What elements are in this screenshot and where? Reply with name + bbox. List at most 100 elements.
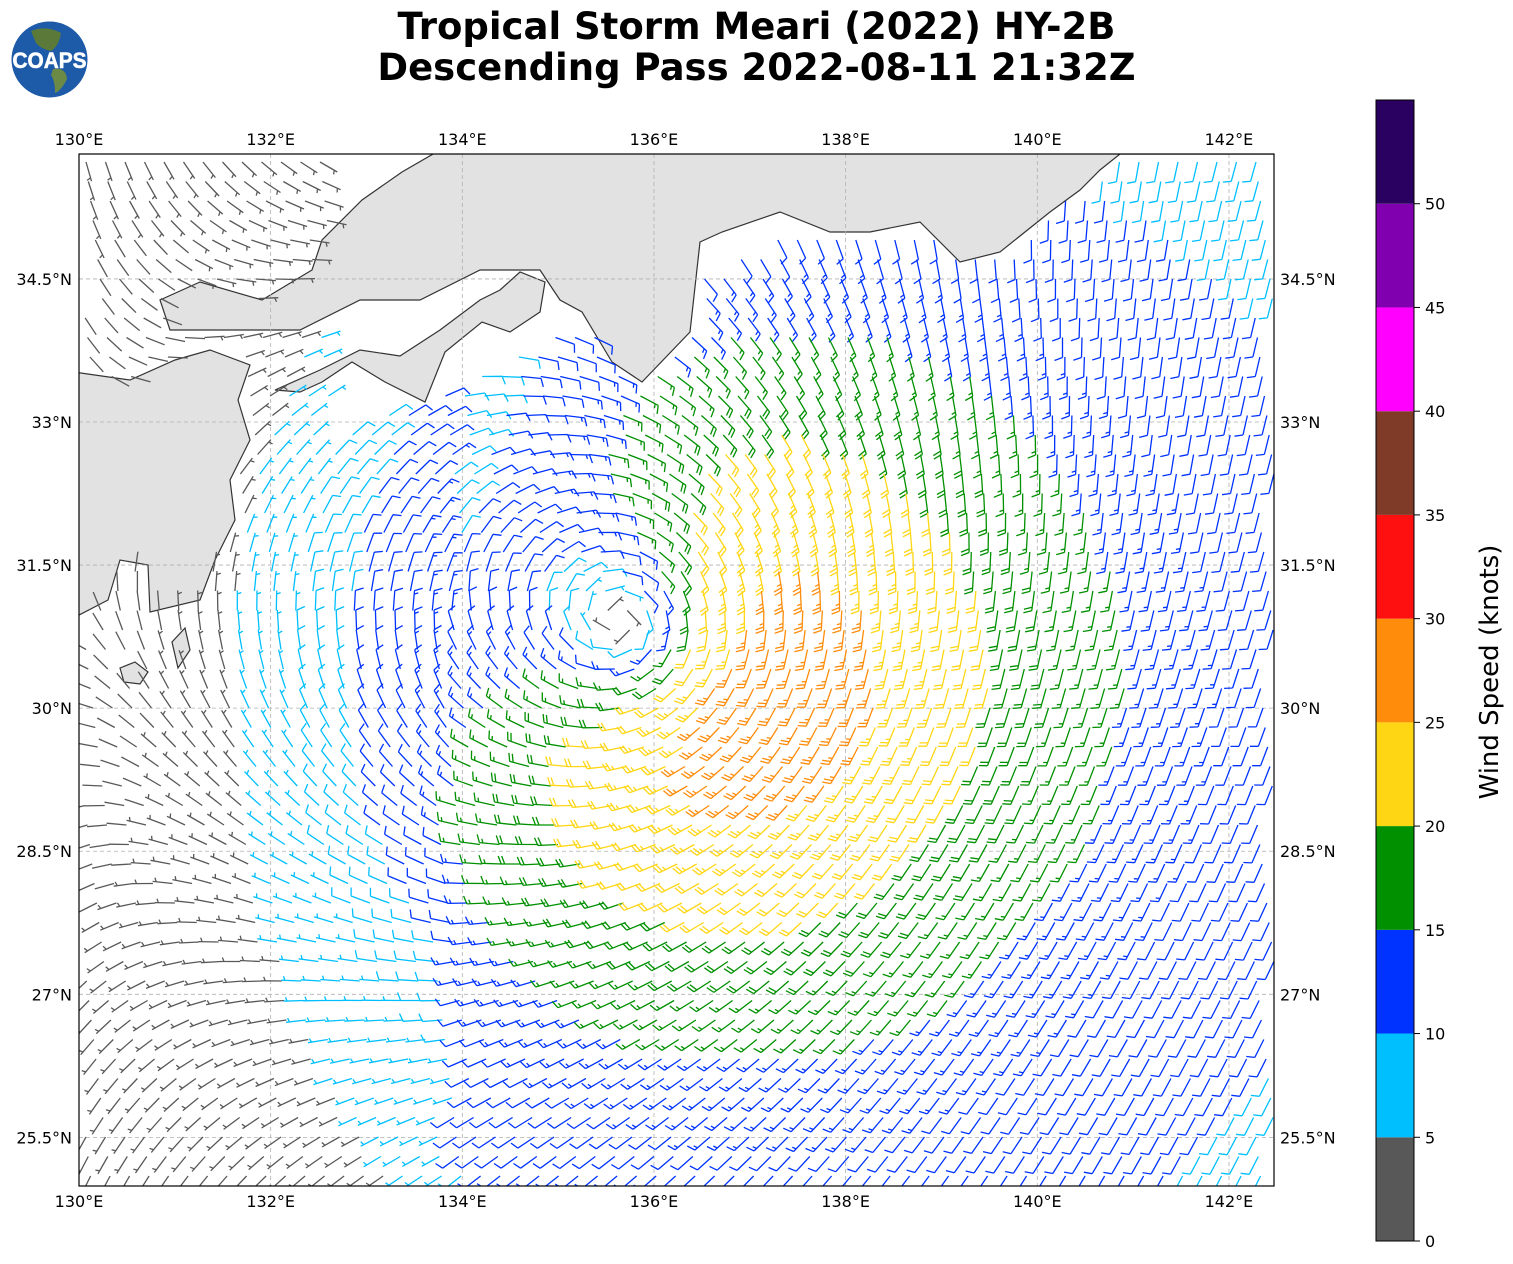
wind-barb [1000, 356, 1009, 382]
wind-barb [1176, 1175, 1184, 1186]
wind-barb [474, 813, 498, 826]
wind-barb [941, 961, 963, 979]
wind-barb [871, 376, 880, 402]
wind-barb [127, 1117, 143, 1134]
wind-barb [287, 830, 305, 846]
wind-barb [1042, 980, 1063, 999]
wind-barb [1105, 454, 1117, 478]
wind-barb [972, 454, 982, 479]
wind-barb [780, 746, 801, 765]
wind-barb [228, 831, 247, 846]
wind-barb [1226, 863, 1244, 883]
wind-barb [1196, 1175, 1203, 1186]
wind-barb [1044, 415, 1054, 440]
wind-barb [229, 852, 249, 865]
wind-barb [122, 777, 142, 787]
wind-barb [596, 881, 622, 890]
wind-barb [662, 785, 688, 797]
wind-barb [559, 695, 581, 709]
wind-barb [1057, 551, 1070, 575]
wind-barb [1206, 337, 1220, 360]
wind-barb [1202, 824, 1220, 845]
wind-barb [236, 1077, 255, 1088]
wind-barb [791, 356, 803, 382]
wind-barb [1211, 727, 1227, 748]
wind-barb [328, 384, 347, 397]
wind-barb [94, 675, 111, 690]
wind-barb [237, 629, 244, 650]
wind-barb [1170, 532, 1185, 555]
wind-barb [359, 743, 374, 767]
wind-barb [352, 1077, 372, 1085]
wind-barb [615, 1038, 641, 1050]
wind-barb [906, 571, 916, 596]
wind-barb [1041, 1136, 1062, 1155]
wind-barb [941, 766, 959, 786]
wind-barb [661, 571, 676, 595]
wind-barb [895, 902, 917, 920]
wind-barb [240, 689, 250, 709]
wind-barb [86, 337, 101, 354]
wind-barb [393, 950, 416, 963]
wind-barb [241, 729, 255, 748]
wind-barb [1053, 902, 1073, 922]
wind-barb [300, 722, 313, 748]
wind-barb [736, 902, 761, 916]
wind-barb [1167, 1039, 1187, 1058]
wind-barb [741, 766, 764, 783]
wind-barb [181, 959, 202, 965]
wind-barb [545, 414, 569, 425]
wind-barb [885, 805, 905, 824]
wind-barb [797, 1078, 821, 1094]
wind-barb [1207, 1039, 1226, 1058]
wind-barb [698, 610, 708, 635]
wind-barb [1139, 259, 1152, 282]
wind-barb [168, 834, 188, 846]
wind-barb [239, 956, 260, 963]
wind-barb [222, 161, 237, 179]
wind-barb [415, 459, 439, 475]
wind-barb [853, 883, 876, 900]
wind-barb [783, 1117, 806, 1133]
wind-barb [190, 854, 210, 865]
wind-barb [244, 769, 259, 787]
wind-barb [236, 590, 242, 611]
wind-barb [1082, 415, 1093, 439]
wind-barb [1020, 961, 1041, 980]
wind-barb [1065, 824, 1083, 844]
wind-barb [530, 1136, 555, 1149]
wind-barb [858, 727, 876, 747]
wind-barb [943, 785, 961, 805]
wind-barb [637, 902, 663, 912]
wind-barb [1206, 181, 1220, 203]
lat-label-left: 31.5°N [16, 556, 72, 575]
wind-barb [252, 1058, 272, 1067]
wind-barb [1199, 278, 1213, 301]
wind-barb [1021, 376, 1030, 401]
wind-barb [718, 1077, 743, 1092]
wind-barb [313, 420, 330, 436]
wind-barb [342, 494, 361, 514]
wind-barb [1111, 1058, 1131, 1078]
wind-barb [1234, 941, 1253, 961]
colorbar-bin [1376, 1137, 1414, 1241]
wind-barb [469, 729, 488, 748]
wind-barb [284, 790, 301, 806]
wind-barb [428, 405, 453, 417]
wind-barb [1169, 883, 1188, 903]
wind-barb [126, 980, 146, 991]
wind-barb [255, 278, 276, 285]
wind-barb [742, 1175, 755, 1186]
wind-barb [883, 512, 893, 538]
wind-barb [1020, 766, 1037, 786]
wind-barb [284, 348, 304, 358]
wind-barb [669, 1156, 694, 1171]
wind-barb [1177, 1117, 1196, 1136]
wind-barb [721, 766, 744, 782]
wind-barb [747, 824, 771, 840]
wind-barb [1050, 473, 1061, 498]
wind-barb [244, 494, 257, 514]
wind-barb [884, 980, 907, 998]
wind-barb [1056, 1097, 1077, 1116]
wind-barb [1084, 278, 1096, 303]
